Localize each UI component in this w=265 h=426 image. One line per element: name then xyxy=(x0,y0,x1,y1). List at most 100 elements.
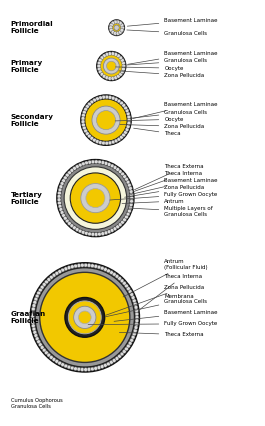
Circle shape xyxy=(99,141,102,144)
Circle shape xyxy=(34,334,38,337)
Circle shape xyxy=(80,263,84,267)
Circle shape xyxy=(86,189,105,207)
Circle shape xyxy=(30,263,139,372)
Circle shape xyxy=(59,185,63,189)
Circle shape xyxy=(115,274,119,278)
Circle shape xyxy=(70,169,74,172)
Circle shape xyxy=(131,335,135,339)
Circle shape xyxy=(120,135,123,139)
Circle shape xyxy=(109,26,113,29)
Circle shape xyxy=(135,319,139,322)
Circle shape xyxy=(107,362,110,366)
Circle shape xyxy=(103,58,119,74)
Circle shape xyxy=(111,96,115,100)
Circle shape xyxy=(120,29,124,32)
Circle shape xyxy=(127,115,131,119)
Circle shape xyxy=(117,99,121,103)
Circle shape xyxy=(74,306,96,328)
Circle shape xyxy=(77,367,81,371)
Circle shape xyxy=(101,161,105,164)
Circle shape xyxy=(35,294,39,298)
Circle shape xyxy=(125,177,128,181)
Text: Theca: Theca xyxy=(134,128,181,136)
Text: Zona Pellucida: Zona Pellucida xyxy=(119,71,205,78)
Circle shape xyxy=(47,353,51,357)
Circle shape xyxy=(127,118,131,122)
Circle shape xyxy=(35,268,135,367)
Text: Zona Pellucida: Zona Pellucida xyxy=(120,124,205,129)
Circle shape xyxy=(125,284,128,288)
Circle shape xyxy=(102,95,105,99)
Text: Primary
Follicle: Primary Follicle xyxy=(11,60,43,72)
Circle shape xyxy=(78,229,82,233)
Text: Theca Externa: Theca Externa xyxy=(135,164,204,190)
Circle shape xyxy=(31,317,34,321)
Text: Basement Laminae: Basement Laminae xyxy=(127,18,218,26)
Circle shape xyxy=(97,52,126,81)
Circle shape xyxy=(130,199,133,203)
Circle shape xyxy=(112,359,116,363)
Text: Theca Interna: Theca Interna xyxy=(134,171,202,192)
Circle shape xyxy=(119,56,122,60)
Circle shape xyxy=(128,341,132,345)
Circle shape xyxy=(31,314,34,317)
Circle shape xyxy=(68,171,71,175)
Circle shape xyxy=(123,175,126,178)
Circle shape xyxy=(61,268,65,272)
Circle shape xyxy=(118,30,122,34)
Circle shape xyxy=(34,297,38,301)
Circle shape xyxy=(97,61,101,65)
Text: Oocyte: Oocyte xyxy=(115,66,184,71)
Circle shape xyxy=(81,230,85,234)
Circle shape xyxy=(117,138,121,141)
Circle shape xyxy=(94,233,98,236)
Circle shape xyxy=(122,133,126,137)
Circle shape xyxy=(109,20,125,36)
Circle shape xyxy=(94,265,98,268)
Circle shape xyxy=(73,226,76,230)
Circle shape xyxy=(126,125,130,128)
Circle shape xyxy=(118,276,121,280)
Circle shape xyxy=(114,76,118,80)
Circle shape xyxy=(68,301,101,334)
Circle shape xyxy=(122,67,125,71)
Circle shape xyxy=(111,52,115,55)
Text: Antrum: Antrum xyxy=(122,199,185,204)
Circle shape xyxy=(88,161,91,164)
Circle shape xyxy=(85,99,127,141)
Circle shape xyxy=(61,363,65,366)
Circle shape xyxy=(84,263,87,267)
Circle shape xyxy=(117,54,120,58)
Circle shape xyxy=(77,264,81,268)
Circle shape xyxy=(104,363,107,367)
Text: Membrana
Granulosa Cells: Membrana Granulosa Cells xyxy=(105,294,207,317)
Circle shape xyxy=(112,272,116,276)
Circle shape xyxy=(33,331,37,334)
Circle shape xyxy=(101,232,105,236)
Circle shape xyxy=(38,288,42,292)
Circle shape xyxy=(125,215,128,219)
Circle shape xyxy=(120,23,124,27)
Circle shape xyxy=(114,98,118,101)
Circle shape xyxy=(119,72,122,76)
Circle shape xyxy=(40,272,130,363)
Circle shape xyxy=(135,309,138,313)
Circle shape xyxy=(98,160,101,164)
Circle shape xyxy=(92,106,120,134)
Circle shape xyxy=(90,100,94,104)
Text: Fully Grown Oocyte: Fully Grown Oocyte xyxy=(110,192,218,200)
Circle shape xyxy=(129,187,132,190)
Circle shape xyxy=(87,102,91,106)
Circle shape xyxy=(135,312,139,316)
Text: Graafian
Follicle: Graafian Follicle xyxy=(11,311,46,324)
Circle shape xyxy=(126,180,130,184)
Circle shape xyxy=(120,279,124,282)
Circle shape xyxy=(68,222,71,225)
Circle shape xyxy=(67,365,71,369)
Circle shape xyxy=(121,172,124,176)
Circle shape xyxy=(57,198,61,201)
Text: Basement Laminae: Basement Laminae xyxy=(132,102,218,119)
Circle shape xyxy=(58,191,61,195)
Circle shape xyxy=(98,70,102,74)
Circle shape xyxy=(131,296,135,299)
